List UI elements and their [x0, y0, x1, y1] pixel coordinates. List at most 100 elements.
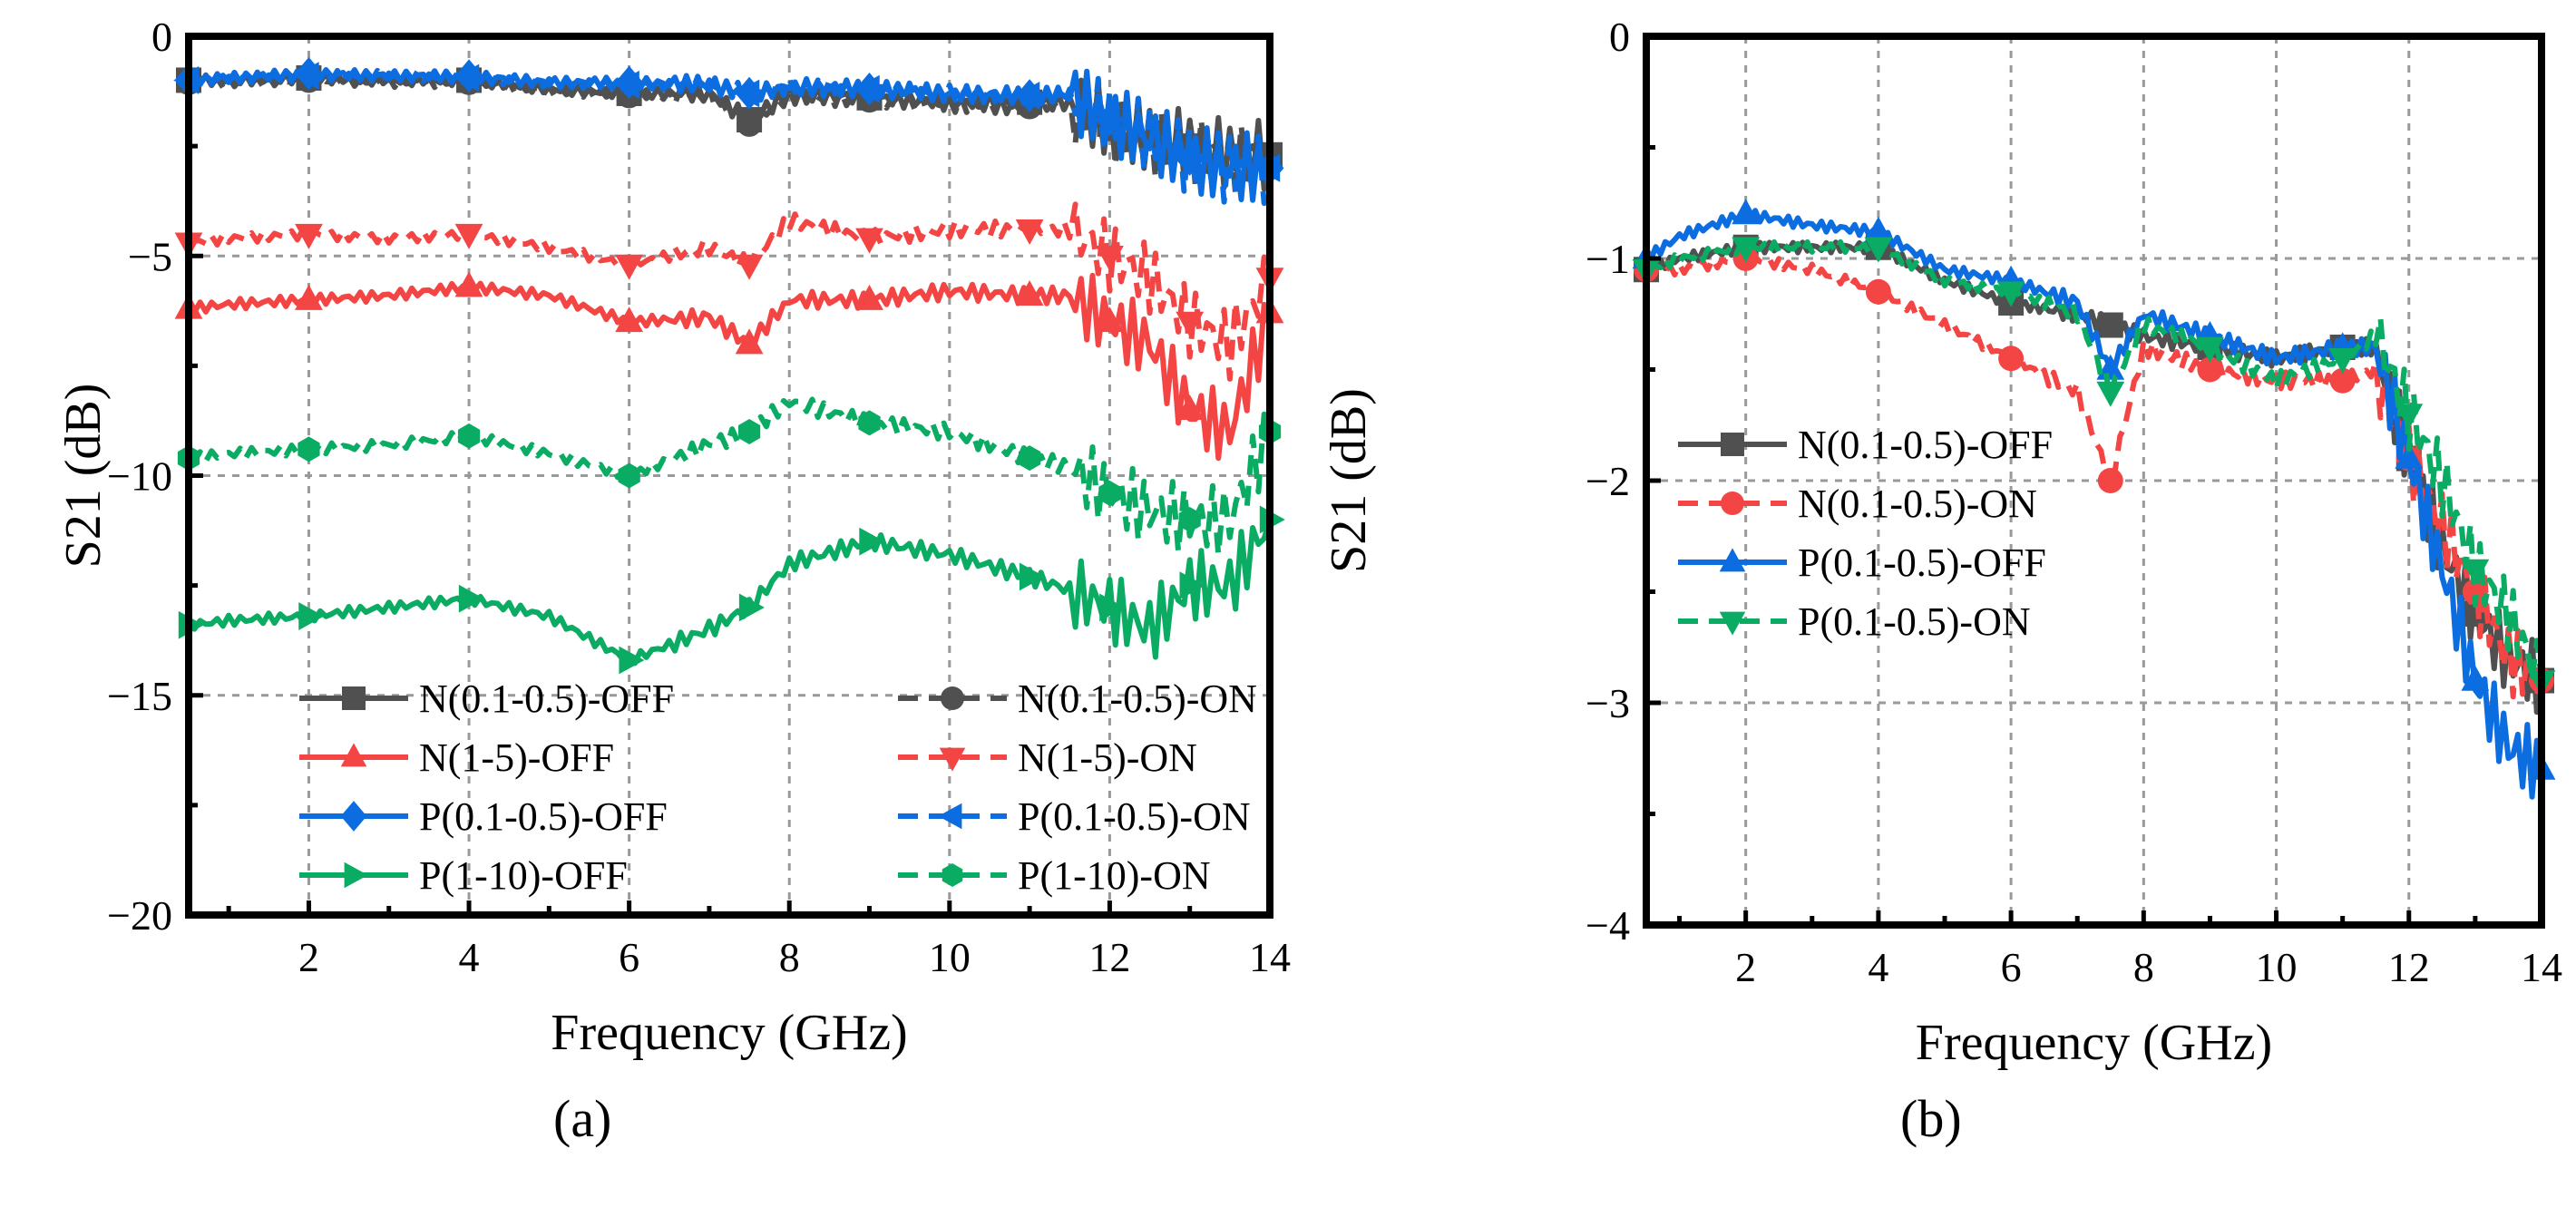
series-N(1-5)-OFF [174, 271, 1284, 462]
data-point [1996, 281, 2025, 307]
legend-label: N(1-5)-ON [1018, 735, 1197, 780]
x-tick-label: 12 [2388, 944, 2430, 990]
data-point [734, 79, 760, 108]
data-point [1098, 480, 1121, 506]
data-point [1015, 219, 1044, 245]
x-tick-label: 8 [779, 934, 800, 980]
y-tick-label: 0 [151, 14, 172, 60]
data-point [298, 602, 325, 630]
data-point [2461, 665, 2490, 691]
series-line [186, 272, 1273, 462]
y-tick-label: −3 [1586, 680, 1630, 726]
y-axis-label: S21 (dB) [1321, 388, 1377, 573]
data-point [738, 593, 765, 622]
data-point [2096, 381, 2125, 407]
y-tick-label: −5 [128, 233, 172, 279]
data-point [1174, 145, 1200, 174]
data-point [613, 70, 639, 99]
x-tick-label: 12 [1088, 934, 1130, 980]
data-point [1014, 82, 1040, 110]
data-point [2197, 356, 2223, 383]
legend: N(0.1-0.5)-OFF N(0.1-0.5)-ON N(1-5)-OFF N(1… [299, 677, 1257, 898]
series-P(1-10)-OFF [178, 505, 1285, 675]
data-point [454, 223, 483, 249]
series-line [1644, 250, 2544, 700]
y-tick-label: −2 [1586, 458, 1630, 504]
x-tick-label: 4 [1868, 944, 1888, 990]
legend-label: N(0.1-0.5)-OFF [419, 677, 674, 721]
legend-item: N(0.1-0.5)-OFF [299, 677, 674, 721]
x-tick-label: 8 [2133, 944, 2154, 990]
x-tick-label: 10 [2256, 944, 2298, 990]
legend-label: N(0.1-0.5)-ON [1018, 677, 1257, 721]
data-point [1018, 445, 1041, 472]
legend-marker [340, 801, 367, 832]
data-point [2328, 348, 2357, 375]
y-tick-label: −15 [107, 673, 172, 719]
data-point [854, 74, 880, 103]
data-point [2097, 468, 2123, 493]
series-P(0.1-0.5)-OFF [1632, 199, 2556, 800]
data-point [859, 527, 885, 556]
legend-label: P(0.1-0.5)-OFF [1798, 540, 2046, 585]
legend-label: P(0.1-0.5)-OFF [419, 794, 668, 839]
series-line [186, 201, 1273, 382]
legend-item: N(0.1-0.5)-ON [898, 677, 1257, 721]
data-point [855, 228, 883, 254]
data-point [1019, 562, 1045, 591]
data-point [619, 646, 645, 675]
data-point [735, 254, 764, 280]
legend-marker [1719, 548, 1746, 572]
y-axis-label: S21 (dB) [55, 384, 112, 569]
legend-item: P(1-10)-ON [898, 853, 1211, 898]
y-tick-label: 0 [1609, 14, 1630, 60]
legend-marker [344, 861, 368, 889]
legend-item: P(0.1-0.5)-ON [898, 794, 1251, 839]
data-point [1015, 280, 1044, 307]
legend-label: P(0.1-0.5)-ON [1018, 794, 1251, 839]
series-N(1-5)-ON [174, 201, 1284, 382]
data-point [454, 271, 483, 297]
data-point [1732, 199, 1761, 225]
legend-marker [1721, 433, 1744, 456]
data-point [737, 419, 761, 445]
data-point [295, 284, 323, 310]
data-point [1179, 571, 1205, 600]
data-point [735, 328, 764, 355]
data-point [855, 284, 883, 310]
data-point [1096, 307, 1124, 333]
data-point [2097, 312, 2123, 338]
legend-item: P(0.1-0.5)-OFF [299, 794, 668, 839]
data-point [454, 63, 480, 92]
legend-marker [1719, 611, 1746, 636]
series-line [186, 519, 1273, 667]
data-point [293, 62, 319, 91]
data-point [2395, 443, 2424, 469]
x-tick-label: 6 [2001, 944, 2022, 990]
y-tick-label: −10 [107, 453, 172, 500]
series-P(0.1-0.5)-ON [173, 62, 1281, 207]
legend-marker [340, 743, 367, 767]
legend-label: P(0.1-0.5)-ON [1798, 599, 2031, 644]
x-tick-label: 4 [459, 934, 480, 980]
x-tick-label: 14 [2521, 944, 2562, 990]
data-point [1094, 105, 1120, 134]
data-point [1732, 237, 1761, 263]
data-point [737, 111, 763, 137]
legend-item: N(1-5)-ON [898, 735, 1197, 780]
data-point [1865, 278, 1891, 305]
y-tick-label: −20 [107, 892, 172, 939]
data-point [298, 436, 320, 462]
data-point [295, 223, 323, 249]
data-point [1096, 246, 1124, 272]
legend-label: N(1-5)-OFF [419, 735, 614, 780]
data-point [2461, 559, 2490, 585]
data-point [1176, 394, 1205, 421]
series-line [1644, 239, 2544, 715]
legend-item: P(0.1-0.5)-ON [1678, 599, 2031, 644]
legend-label: P(1-10)-ON [1018, 853, 1211, 898]
legend-item: N(0.1-0.5)-ON [1678, 482, 2037, 526]
data-point [1176, 311, 1205, 337]
legend-item: N(1-5)-OFF [299, 735, 614, 780]
